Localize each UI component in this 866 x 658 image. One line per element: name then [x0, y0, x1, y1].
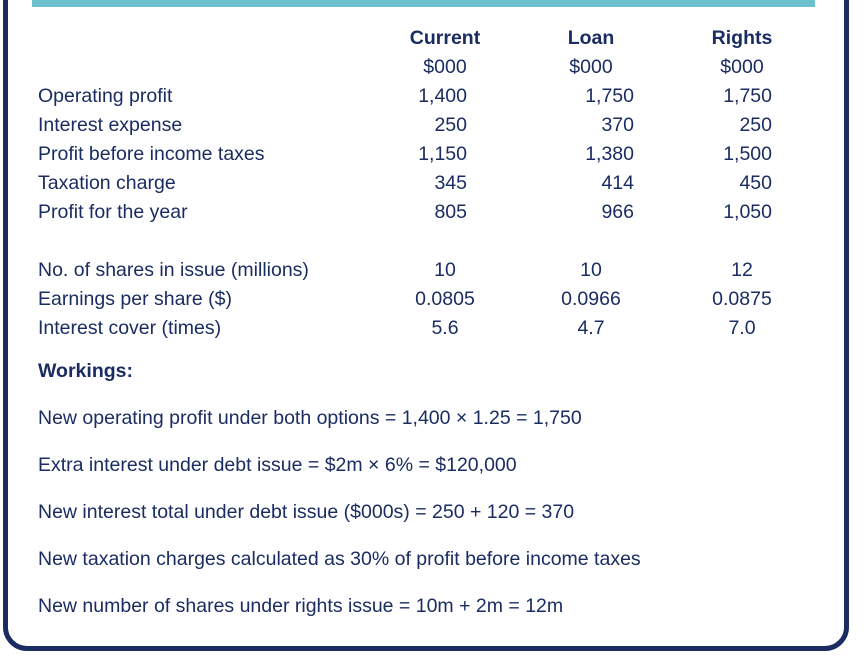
units-loan: $000: [569, 56, 613, 78]
cell-value: 0.0875: [712, 288, 772, 310]
cell-value: 1,750: [723, 85, 772, 107]
statement-card: [3, 0, 849, 651]
units-label-spacer: [38, 53, 380, 82]
table-row-interest-expense: Interest expense 250 370 250: [38, 111, 812, 140]
table-row-operating-profit: Operating profit 1,400 1,750 1,750: [38, 82, 812, 111]
cell-value: 370: [601, 114, 634, 136]
column-header-current: Current: [409, 27, 481, 49]
cell-value: 966: [601, 201, 634, 223]
cell-value: 12: [731, 259, 753, 281]
table-units-row: $000 $000 $000: [38, 53, 812, 82]
cell-value: 1,500: [723, 143, 772, 165]
workings-line-taxation: New taxation charges calculated as 30% o…: [38, 548, 641, 570]
workings-line-extra-interest: Extra interest under debt issue = $2m × …: [38, 454, 517, 476]
row-label: Profit before income taxes: [38, 143, 265, 165]
row-label: Earnings per share ($): [38, 288, 233, 310]
table-row-interest-cover: Interest cover (times) 5.6 4.7 7.0: [38, 314, 812, 343]
table-row-taxation-charge: Taxation charge 345 414 450: [38, 169, 812, 198]
workings-line-shares: New number of shares under rights issue …: [38, 595, 564, 617]
header-label-spacer: [38, 24, 380, 53]
cell-value: 1,750: [585, 85, 634, 107]
cell-value: 250: [434, 114, 467, 136]
row-label: Operating profit: [38, 85, 173, 107]
units-rights: $000: [720, 56, 764, 78]
header-accent-bar: [32, 0, 815, 7]
table-row-shares-in-issue: No. of shares in issue (millions) 10 10 …: [38, 256, 812, 285]
workings-section: Workings: New operating profit under bot…: [38, 357, 818, 621]
cell-value: 5.6: [431, 317, 459, 339]
cell-value: 10: [580, 259, 602, 281]
financing-comparison-table: Current Loan Rights $000 $000 $000 Opera…: [38, 24, 812, 343]
row-label: Profit for the year: [38, 201, 188, 223]
cell-value: 0.0805: [415, 288, 475, 310]
row-label: Interest expense: [38, 114, 183, 136]
table-row-profit-for-year: Profit for the year 805 966 1,050: [38, 198, 812, 227]
cell-value: 4.7: [577, 317, 605, 339]
workings-line-operating-profit: New operating profit under both options …: [38, 407, 582, 429]
cell-value: 805: [434, 201, 467, 223]
cell-value: 7.0: [728, 317, 756, 339]
workings-line-interest-total: New interest total under debt issue ($00…: [38, 501, 575, 523]
row-label: No. of shares in issue (millions): [38, 259, 309, 281]
cell-value: 345: [434, 172, 467, 194]
row-label: Interest cover (times): [38, 317, 222, 339]
cell-value: 450: [739, 172, 772, 194]
row-label: Taxation charge: [38, 172, 176, 194]
cell-value: 1,050: [723, 201, 772, 223]
cell-value: 0.0966: [561, 288, 621, 310]
cell-value: 1,380: [585, 143, 634, 165]
workings-heading: Workings:: [38, 360, 133, 382]
cell-value: 414: [601, 172, 634, 194]
cell-value: 1,150: [418, 143, 467, 165]
spacer-cell: [38, 227, 812, 256]
table-row-profit-before-taxes: Profit before income taxes 1,150 1,380 1…: [38, 140, 812, 169]
cell-value: 250: [739, 114, 772, 136]
column-header-rights: Rights: [711, 27, 773, 49]
units-current: $000: [423, 56, 467, 78]
table-row-earnings-per-share: Earnings per share ($) 0.0805 0.0966 0.0…: [38, 285, 812, 314]
table-spacer-row: [38, 227, 812, 256]
table-header-row: Current Loan Rights: [38, 24, 812, 53]
cell-value: 10: [434, 259, 456, 281]
cell-value: 1,400: [418, 85, 467, 107]
column-header-loan: Loan: [567, 27, 615, 49]
